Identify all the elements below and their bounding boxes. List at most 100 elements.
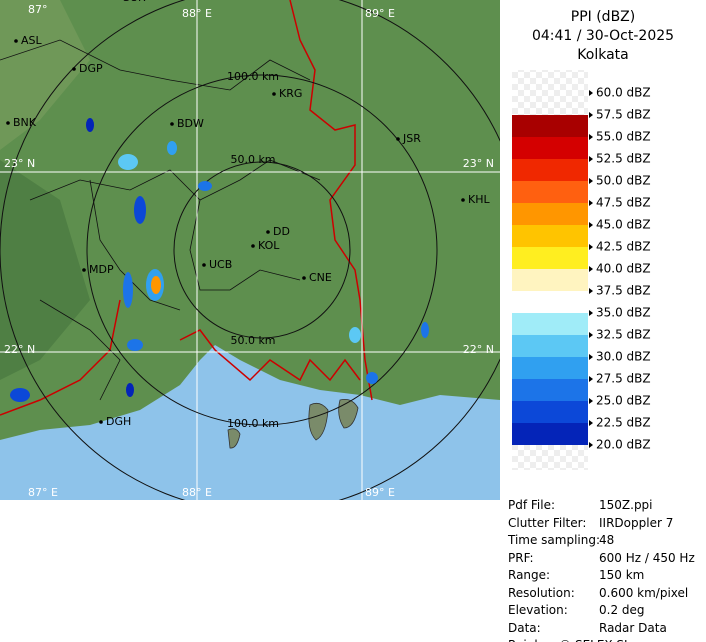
legend-swatch — [512, 181, 588, 203]
legend-label: 52.5 dBZ — [596, 152, 651, 166]
radar-map: 87° 88° E 89° E 23° N 23° N 22° N 22° N … — [0, 0, 500, 500]
legend-tick — [589, 134, 593, 140]
info-value: 600 Hz / 450 Hz — [599, 550, 695, 565]
legend-label: 27.5 dBZ — [596, 372, 651, 386]
range-label: 50.0 km — [230, 153, 275, 166]
legend-label: 35.0 dBZ — [596, 306, 651, 320]
legend-bg — [512, 445, 588, 470]
city-dot — [202, 263, 206, 267]
info-row: PRF: 600 Hz / 450 Hz — [508, 550, 695, 568]
legend-tick — [589, 354, 593, 360]
legend-tick — [589, 398, 593, 404]
info-row: Range: 150 km — [508, 567, 695, 585]
legend-tick — [589, 442, 593, 448]
city-dot — [461, 198, 465, 202]
legend-label: 32.5 dBZ — [596, 328, 651, 342]
city-label: CNE — [309, 271, 332, 284]
info-value: IIRDoppler 7 — [599, 515, 674, 530]
grid-label: 23° N — [4, 157, 35, 170]
legend-tick — [589, 112, 593, 118]
legend-label: 25.0 dBZ — [596, 394, 651, 408]
legend: 60.0 dBZ 57.5 dBZ 55.0 dBZ 52.5 dBZ 50.0 dBZ… — [512, 70, 651, 470]
info-key: Clutter Filter: — [508, 515, 587, 530]
city-label: KHL — [468, 193, 490, 206]
city-dot — [396, 137, 400, 141]
info-value: 150 km — [599, 568, 645, 582]
legend-tick — [589, 310, 593, 316]
site-name: Kolkata — [577, 47, 629, 63]
city-label: BNK — [13, 116, 37, 129]
legend-tick — [589, 376, 593, 382]
legend-label: 20.0 dBZ — [596, 438, 651, 452]
legend-swatch — [512, 115, 588, 137]
city-label: KOL — [258, 239, 280, 252]
legend-swatch — [512, 423, 588, 445]
legend-swatch — [512, 247, 588, 269]
legend-swatch — [512, 269, 588, 291]
legend-swatch — [512, 313, 588, 335]
city-dot — [82, 268, 86, 272]
info-value: 150Z.ppi — [599, 498, 653, 512]
legend-label: 47.5 dBZ — [596, 196, 651, 210]
info-key: Range: — [508, 568, 551, 582]
legend-swatch — [512, 93, 588, 115]
info-key: Pdf File: — [508, 498, 556, 512]
legend-label: 30.0 dBZ — [596, 350, 651, 364]
legend-label: 42.5 dBZ — [596, 240, 651, 254]
range-label: 100.0 km — [227, 417, 279, 430]
city-label: DGP — [79, 62, 103, 75]
grid-label: 88° E — [182, 486, 212, 499]
grid-label: 23° N — [463, 157, 494, 170]
city-label: JSR — [402, 132, 421, 145]
grid-label: 88° E — [182, 7, 212, 20]
legend-swatch — [512, 225, 588, 247]
city-dot — [266, 230, 270, 234]
legend-label: 22.5 dBZ — [596, 416, 651, 430]
city-label: UCB — [209, 258, 232, 271]
info-row: Data: Radar Data — [508, 620, 695, 638]
legend-label: 50.0 dBZ — [596, 174, 651, 188]
terrain — [0, 160, 90, 380]
city-dot — [272, 92, 276, 96]
graticule — [0, 0, 500, 500]
legend-label: 40.0 dBZ — [596, 262, 651, 276]
side-panel: PPI (dBZ) 04:41 / 30-Oct-2025 Kolkata 60… — [500, 0, 706, 642]
city-label: SUR — [123, 0, 146, 4]
city-label: BDW — [177, 117, 204, 130]
info-value: 0.2 deg — [599, 603, 645, 617]
info-row: Elevation: 0.2 deg — [508, 602, 695, 620]
info-value: 0.600 km/pixel — [599, 585, 689, 600]
city-dot — [6, 121, 10, 125]
city-dot — [14, 39, 18, 43]
info-value: Radar Data — [599, 620, 667, 635]
footer: Rainbow® SELEX-SI — [508, 637, 695, 642]
legend-label: 57.5 dBZ — [596, 108, 651, 122]
range-rings — [0, 0, 500, 500]
legend-tick — [589, 332, 593, 338]
grid-label: 89° E — [365, 7, 395, 20]
districts — [0, 39, 321, 401]
info-key: Elevation: — [508, 603, 568, 617]
grid-label: 22° N — [463, 343, 494, 356]
legend-swatch — [512, 291, 588, 313]
info-table: Pdf File: 150Z.ppi Clutter Filter: IIRDoppl… — [508, 497, 695, 642]
legend-tick — [589, 420, 593, 426]
legend-tick — [589, 178, 593, 184]
product-title: PPI (dBZ) — [570, 9, 636, 25]
city-dot — [170, 122, 174, 126]
range-label: 50.0 km — [230, 334, 275, 347]
city-label: MDP — [89, 263, 114, 276]
legend-tick — [589, 244, 593, 250]
info-value: 48 — [599, 533, 615, 547]
info-key: Time sampling: — [508, 533, 601, 547]
legend-swatch — [512, 137, 588, 159]
legend-bg — [512, 70, 588, 93]
info-key: Resolution: — [508, 585, 575, 600]
info-row: Clutter Filter: IIRDoppler 7 — [508, 515, 695, 533]
timestamp: 04:41 / 30-Oct-2025 — [531, 28, 675, 44]
city-label: DD — [273, 225, 290, 238]
grid-label: 87° E — [28, 486, 58, 499]
info-row: Time sampling: 48 — [508, 532, 695, 550]
city-label: KRG — [279, 87, 302, 100]
